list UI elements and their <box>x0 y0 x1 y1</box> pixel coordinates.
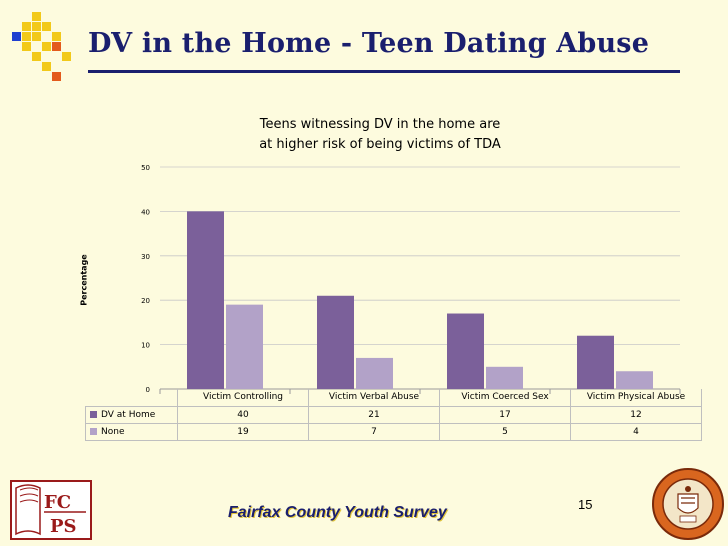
fcps-logo: FC PS <box>10 480 92 540</box>
table-cell: 5 <box>439 422 571 441</box>
y-tick-label: 30 <box>141 253 150 261</box>
bar-dv-at-home <box>447 313 484 389</box>
y-tick-label: 10 <box>141 342 150 350</box>
data-table: Victim Controlling Victim Verbal Abuse V… <box>85 389 702 441</box>
chart-title: Teens witnessing DV in the home are at h… <box>180 115 580 155</box>
table-cell: 4 <box>570 422 702 441</box>
data-table-header-row: Victim Controlling Victim Verbal Abuse V… <box>86 389 702 407</box>
fcps-logo-text-top: FC <box>44 492 71 513</box>
legend-entry-none: None <box>85 422 178 441</box>
table-cell: 17 <box>439 405 571 424</box>
y-tick-label: 50 <box>141 164 150 172</box>
legend-entry-dv-at-home: DV at Home <box>85 405 178 424</box>
data-table-row-dv-at-home: DV at Home 40 21 17 12 <box>85 405 702 424</box>
chart-title-line-2: at higher risk of being victims of TDA <box>259 137 501 152</box>
category-label: Victim Coerced Sex <box>439 389 571 407</box>
legend-key-none <box>90 427 97 435</box>
series-name: DV at Home <box>101 409 156 420</box>
table-cell: 12 <box>570 405 702 424</box>
title-underline <box>88 70 680 73</box>
category-label: Victim Controlling <box>177 389 309 407</box>
page-number: 15 <box>578 497 593 512</box>
bar-dv-at-home <box>187 211 224 389</box>
category-label: Victim Verbal Abuse <box>308 389 440 407</box>
table-cell: 21 <box>308 405 440 424</box>
chart-title-line-1: Teens witnessing DV in the home are <box>259 117 501 132</box>
legend-key-dv-at-home <box>90 410 97 418</box>
bar-none <box>356 357 393 389</box>
table-cell: 40 <box>177 405 309 424</box>
county-seal <box>652 468 724 540</box>
data-table-row-none: None 19 7 5 4 <box>85 422 702 441</box>
bar-none <box>486 366 523 389</box>
table-cell: 19 <box>177 422 309 441</box>
y-tick-label: 0 <box>146 386 150 394</box>
y-tick-label: 20 <box>141 297 150 305</box>
slide-title: DV in the Home - Teen Dating Abuse <box>88 28 650 59</box>
footer-survey-name: Fairfax County Youth Survey <box>228 504 447 521</box>
category-label: Victim Physical Abuse <box>570 389 702 407</box>
bar-dv-at-home <box>317 295 354 389</box>
fcps-logo-text-bottom: PS <box>50 516 77 537</box>
table-cell: 7 <box>308 422 440 441</box>
series-name: None <box>101 426 125 437</box>
y-tick-label: 40 <box>141 208 150 216</box>
bar-none <box>226 304 263 389</box>
bar-none <box>616 371 653 389</box>
bar-dv-at-home <box>577 335 614 389</box>
